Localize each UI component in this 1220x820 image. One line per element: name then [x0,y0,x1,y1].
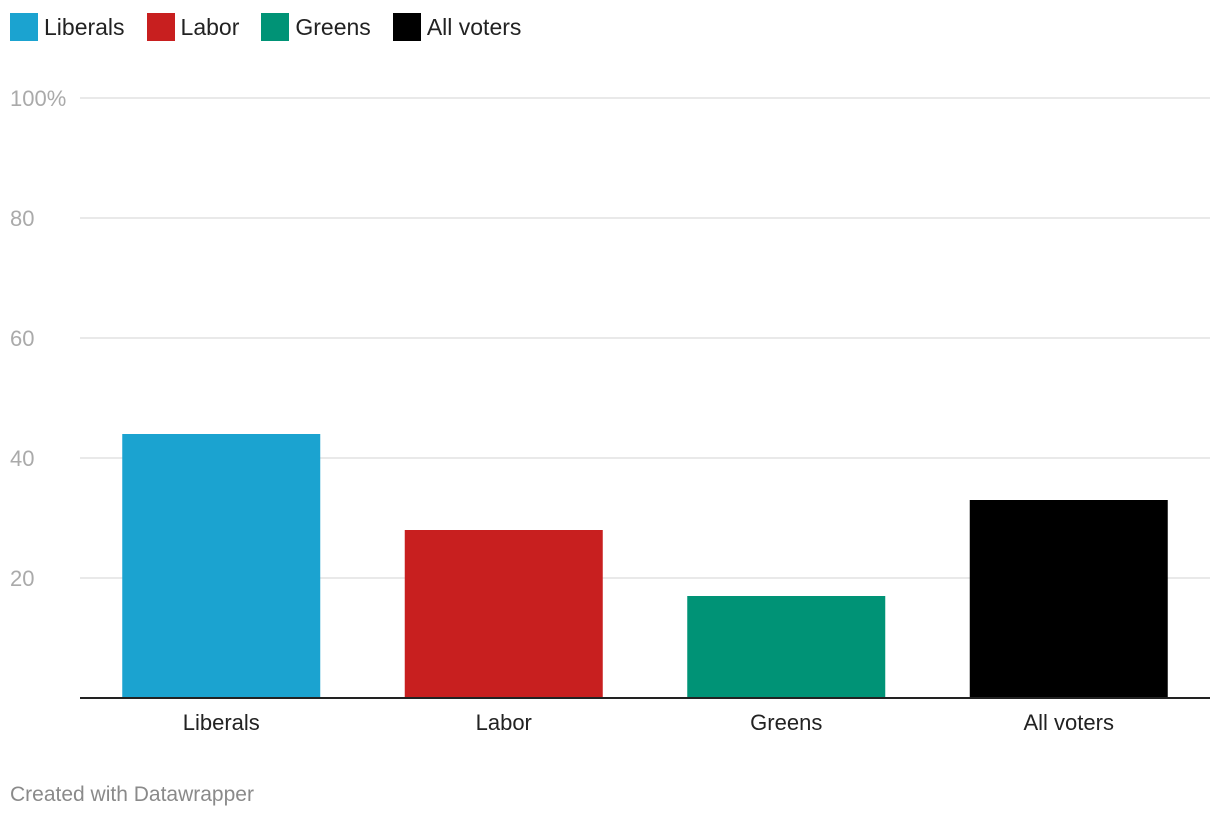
legend: Liberals Labor Greens All voters [10,12,543,42]
legend-label: Greens [295,13,371,40]
bar-all-voters [969,500,1168,698]
bar-liberals [122,434,321,698]
legend-label: All voters [426,13,522,40]
bar-greens [687,596,886,698]
x-category-label: Liberals [183,710,260,735]
x-category-label: Labor [476,710,532,735]
legend-label: Liberals [44,13,125,40]
legend-swatch [10,13,38,41]
legend-label: Labor [180,13,240,40]
legend-item-labor: Labor [146,13,240,41]
bar-labor [404,530,603,698]
legend-item-liberals: Liberals [10,13,125,41]
legend-item-all-voters: All voters [392,13,522,41]
y-tick-label: 20 [10,566,34,591]
legend-swatch [146,13,175,41]
y-tick-label: 80 [10,206,34,231]
x-category-label: All voters [1024,710,1114,735]
credit-text: Created with Datawrapper [10,783,254,806]
y-tick-label: 60 [10,326,34,351]
legend-swatch [392,13,421,41]
legend-swatch [261,13,290,41]
x-category-label: Greens [750,710,822,735]
legend-item-greens: Greens [261,13,371,41]
y-tick-label: 100% [10,86,66,111]
y-tick-label: 40 [10,446,34,471]
